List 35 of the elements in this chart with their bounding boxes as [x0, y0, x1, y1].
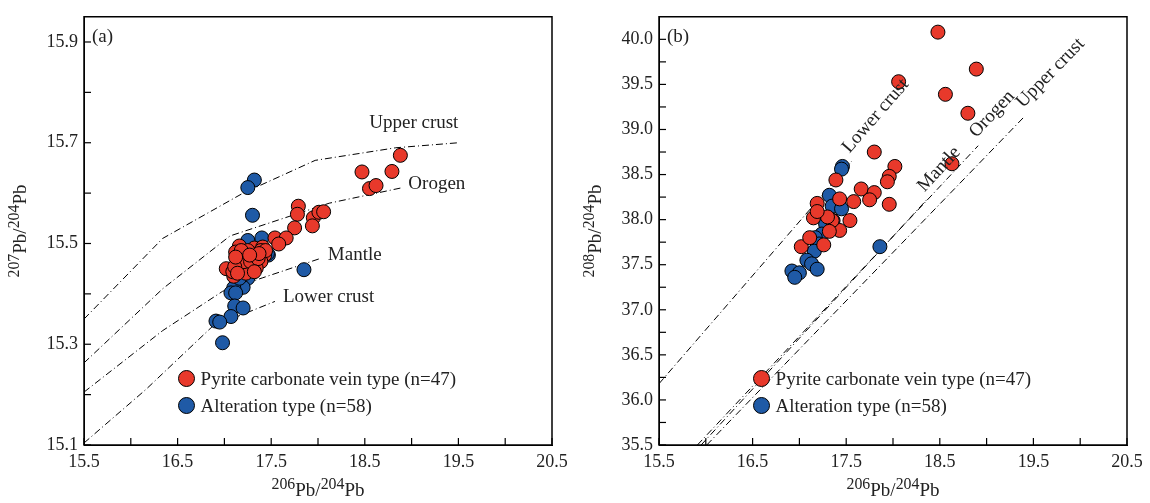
chart-title: (a) [92, 24, 114, 47]
chart-title: (b) [667, 24, 690, 47]
x-tick-label: 17.5 [255, 450, 287, 471]
x-tick-label: 17.5 [830, 450, 862, 471]
y-tick-label: 15.3 [46, 332, 78, 353]
series-label: Orogen [408, 172, 466, 194]
x-tick-label: 18.5 [349, 450, 381, 471]
y-tick-label: 37.0 [621, 298, 653, 319]
y-tick-label: 39.5 [621, 73, 653, 94]
y-tick-label: 36.0 [621, 388, 653, 409]
y-tick-label: 36.5 [621, 343, 653, 364]
y-tick-label: 38.5 [621, 163, 653, 184]
x-tick-label: 19.5 [442, 450, 475, 471]
y-tick-label: 15.7 [46, 131, 78, 152]
x-tick-label: 19.5 [1017, 450, 1050, 471]
legend-label: Alteration type (n=58) [775, 395, 947, 416]
y-tick-label: 37.5 [621, 253, 653, 274]
y-tick-label: 40.0 [621, 28, 653, 49]
series-label: Upper crust [369, 110, 460, 132]
series-label: Mantle [327, 242, 382, 264]
x-axis-title: $^{206}$Pb/$^{204}$Pb [271, 475, 365, 502]
x-tick-label: 16.5 [736, 450, 769, 471]
legend-label: Alteration type (n=58) [200, 395, 372, 416]
x-tick-label: 16.5 [161, 450, 194, 471]
legend-label: Pyrite carbonate vein type (n=47) [200, 368, 457, 389]
x-tick-label: 20.5 [536, 450, 568, 471]
series-label: Lower crust [282, 285, 375, 307]
y-tick-label: 15.9 [46, 30, 78, 51]
x-tick-label: 18.5 [924, 450, 956, 471]
x-tick-label: 20.5 [1111, 450, 1143, 471]
y-tick-label: 38.0 [621, 208, 653, 229]
y-tick-label: 15.5 [46, 232, 78, 253]
y-tick-label: 39.0 [621, 118, 653, 139]
legend-label: Pyrite carbonate vein type (n=47) [775, 368, 1032, 389]
x-axis-title: $^{206}$Pb/$^{204}$Pb [846, 475, 940, 502]
